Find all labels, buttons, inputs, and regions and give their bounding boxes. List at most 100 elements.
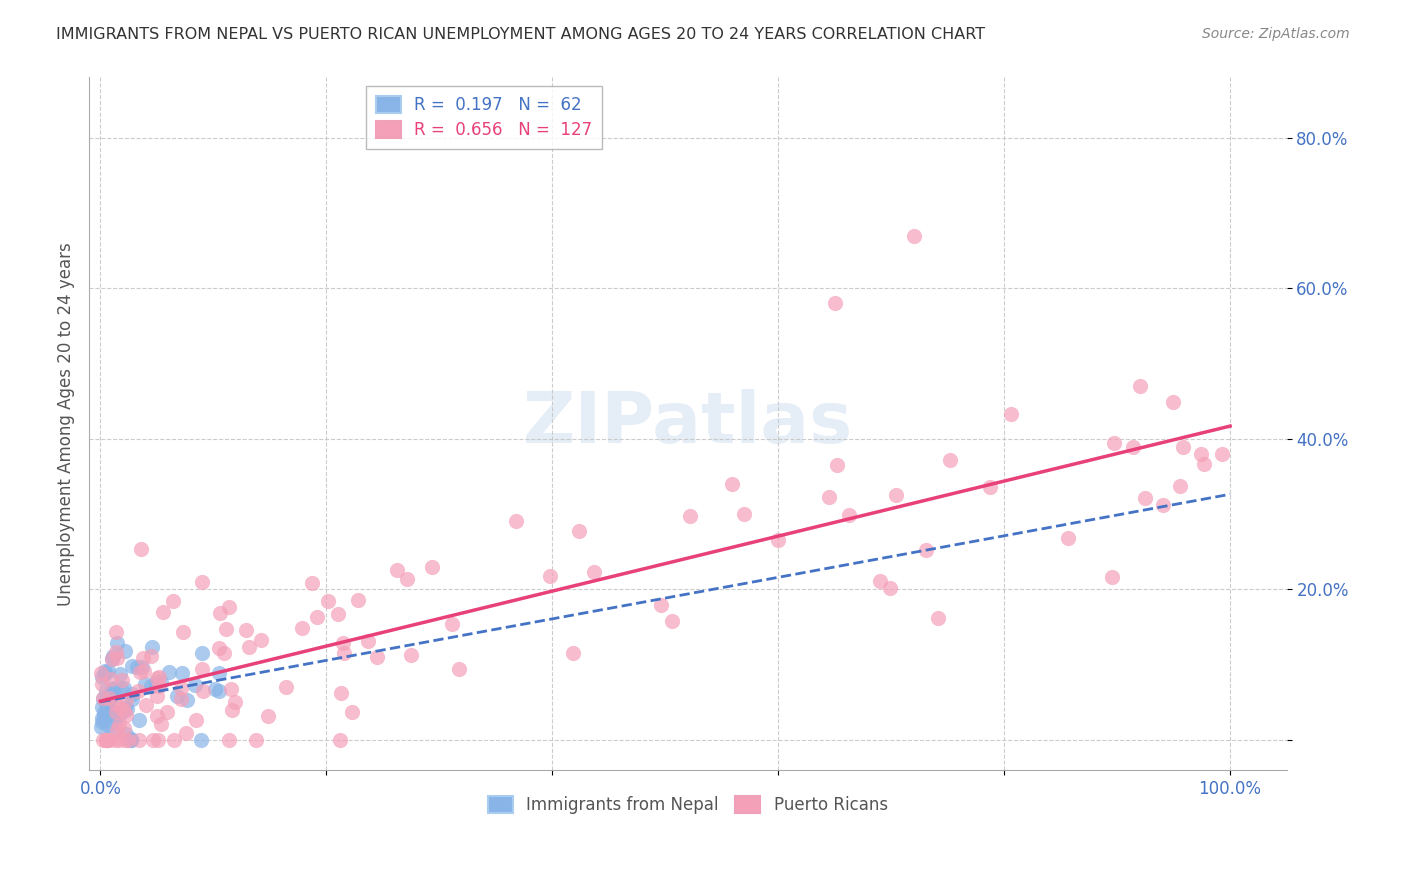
Point (342, 706, 364, 720)
Point (101, 652, 124, 666)
Point (132, 665, 155, 679)
Point (129, 541, 152, 556)
Point (90, 699, 112, 714)
Point (274, 680, 297, 694)
Point (91, 677, 114, 691)
Point (150, 717, 173, 731)
Y-axis label: Unemployment Among Ages 20 to 24 years: Unemployment Among Ages 20 to 24 years (58, 242, 75, 606)
Point (399, 648, 422, 662)
Point (385, 563, 408, 577)
Point (721, 477, 744, 491)
Point (97, 695, 120, 709)
Point (191, 662, 214, 676)
Point (90, 666, 112, 681)
Point (121, 658, 143, 673)
Point (90, 720, 112, 734)
Point (174, 725, 197, 739)
Point (115, 692, 138, 706)
Point (94, 667, 117, 681)
Point (212, 646, 235, 660)
Point (97, 665, 120, 679)
Point (101, 648, 124, 663)
Point (156, 705, 179, 719)
Point (163, 732, 186, 747)
Point (903, 228, 925, 243)
Point (94, 684, 117, 698)
Point (157, 665, 180, 679)
Point (1122, 440, 1144, 454)
Point (101, 652, 124, 666)
Point (93, 690, 115, 705)
Point (208, 665, 231, 680)
Point (245, 732, 267, 747)
Point (1129, 379, 1152, 393)
Point (152, 605, 174, 619)
Point (914, 542, 936, 557)
Point (132, 650, 155, 665)
Point (98, 690, 121, 705)
Point (176, 693, 198, 707)
Point (162, 593, 184, 607)
Point (169, 692, 191, 706)
Point (97, 732, 120, 747)
Point (112, 722, 135, 736)
Point (90, 711, 112, 725)
Point (420, 560, 443, 574)
Point (190, 732, 212, 747)
Point (1189, 447, 1212, 461)
Point (146, 689, 169, 703)
Point (104, 732, 127, 747)
Point (235, 623, 257, 637)
Point (291, 621, 314, 635)
Point (301, 576, 323, 591)
Point (91, 670, 114, 684)
Point (1152, 498, 1174, 512)
Point (108, 717, 131, 731)
Point (170, 681, 193, 695)
Point (96, 699, 118, 714)
Point (204, 681, 226, 696)
Point (191, 646, 214, 660)
Point (333, 646, 356, 660)
Legend: Immigrants from Nepal, Puerto Ricans: Immigrants from Nepal, Puerto Ricans (478, 786, 898, 824)
Point (110, 701, 132, 715)
Point (938, 452, 960, 467)
Point (166, 689, 188, 703)
Point (447, 662, 470, 676)
Point (134, 677, 156, 691)
Point (1211, 447, 1233, 461)
Point (105, 635, 128, 649)
Point (100, 688, 122, 702)
Point (824, 296, 846, 310)
Point (366, 649, 388, 664)
Point (96, 703, 118, 717)
Point (96, 732, 118, 747)
Point (869, 574, 891, 588)
Point (93, 710, 115, 724)
Point (838, 508, 860, 522)
Point (679, 509, 702, 524)
Point (120, 732, 142, 747)
Point (170, 665, 193, 680)
Point (1101, 570, 1123, 584)
Point (139, 649, 162, 664)
Point (218, 732, 240, 747)
Point (148, 669, 170, 683)
Point (208, 640, 231, 655)
Point (105, 624, 128, 639)
Point (114, 727, 136, 741)
Point (112, 704, 135, 718)
Point (650, 598, 672, 612)
Point (142, 732, 165, 747)
Point (172, 625, 194, 640)
Point (1168, 479, 1191, 493)
Point (440, 616, 463, 631)
Point (186, 713, 208, 727)
Point (224, 696, 246, 710)
Point (146, 671, 169, 685)
Point (330, 686, 353, 700)
Point (884, 487, 907, 501)
Point (127, 684, 149, 698)
Point (568, 524, 591, 538)
Point (105, 706, 128, 721)
